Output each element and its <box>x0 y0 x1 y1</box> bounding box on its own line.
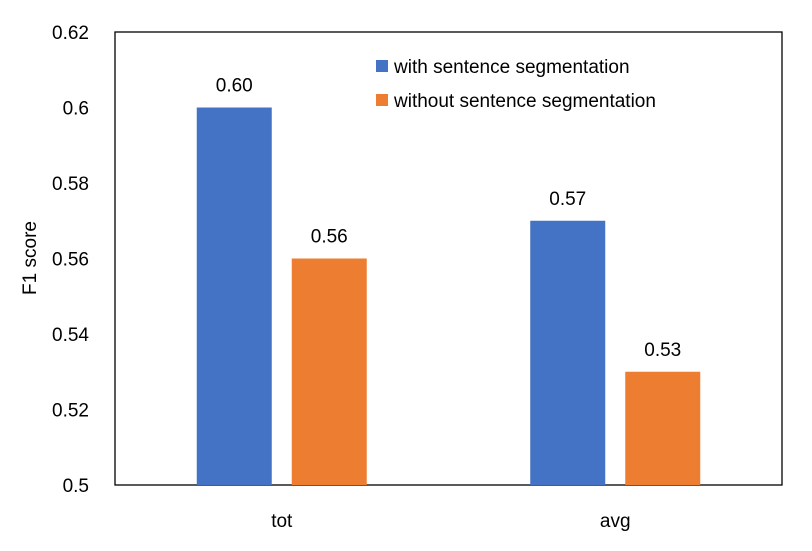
bar <box>196 107 272 485</box>
bar <box>530 220 606 485</box>
y-tick-label: 0.5 <box>63 476 89 497</box>
bar-data-label: 0.56 <box>311 227 348 248</box>
x-ticks: tot avg <box>271 511 630 532</box>
bar <box>625 371 701 485</box>
y-tick-label: 0.54 <box>52 325 89 346</box>
legend: with sentence segmentation without senten… <box>376 57 656 112</box>
bars <box>196 107 701 485</box>
bar-data-label: 0.53 <box>644 340 681 361</box>
bar <box>291 258 367 485</box>
y-ticks: 0.5 0.52 0.54 0.56 0.58 0.6 0.62 <box>52 23 89 497</box>
y-tick-label: 0.52 <box>52 401 89 422</box>
legend-label: with sentence segmentation <box>393 57 630 78</box>
y-axis-label: F1 score <box>20 221 41 295</box>
bar-data-labels: 0.60 0.56 0.57 0.53 <box>216 76 681 361</box>
y-tick-label: 0.62 <box>52 23 89 44</box>
legend-swatch <box>376 94 388 106</box>
y-tick-label: 0.58 <box>52 174 89 195</box>
y-tick-label: 0.56 <box>52 250 89 271</box>
legend-swatch <box>376 60 388 72</box>
x-tick-label: tot <box>271 511 293 532</box>
legend-label: without sentence segmentation <box>393 91 656 112</box>
bar-data-label: 0.57 <box>549 189 586 210</box>
y-tick-label: 0.6 <box>63 99 89 120</box>
x-tick-label: avg <box>600 511 631 532</box>
bar-data-label: 0.60 <box>216 76 253 97</box>
